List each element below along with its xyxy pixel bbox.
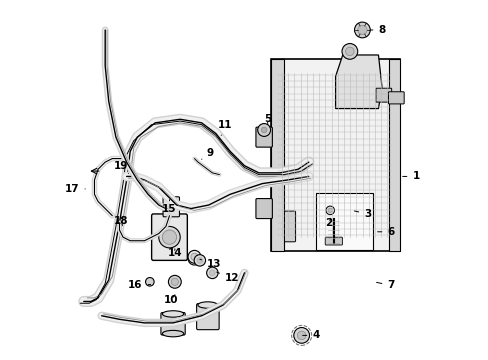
Circle shape [327,208,332,212]
Text: 14: 14 [167,248,182,258]
Bar [271,59,283,251]
Text: 19: 19 [114,161,128,174]
Polygon shape [335,55,381,109]
Ellipse shape [198,302,217,308]
Circle shape [168,275,181,288]
Circle shape [209,270,215,276]
Circle shape [297,331,305,340]
Circle shape [190,255,198,262]
Circle shape [341,44,357,59]
Circle shape [357,25,366,35]
Bar [315,193,372,249]
Circle shape [354,22,369,38]
Text: 17: 17 [65,184,85,194]
Circle shape [171,278,178,285]
FancyBboxPatch shape [325,237,342,245]
Text: 1: 1 [402,171,419,181]
Circle shape [162,230,176,244]
Text: 7: 7 [376,280,394,291]
FancyBboxPatch shape [387,92,404,104]
FancyBboxPatch shape [284,211,295,242]
Text: 3: 3 [354,209,371,219]
Circle shape [188,250,201,263]
Circle shape [261,127,266,133]
FancyBboxPatch shape [255,127,272,147]
Circle shape [293,328,309,343]
Text: 18: 18 [114,216,128,226]
Circle shape [325,206,334,215]
Circle shape [159,226,180,248]
Ellipse shape [162,311,183,317]
FancyBboxPatch shape [161,312,185,335]
Text: 11: 11 [217,120,232,135]
Text: 5: 5 [264,114,271,125]
FancyArrow shape [148,278,151,285]
Circle shape [206,267,218,279]
Text: 2: 2 [324,218,331,228]
Text: 9: 9 [201,148,214,159]
Text: 16: 16 [128,280,150,291]
Text: 13: 13 [200,259,221,269]
Circle shape [197,257,203,263]
Circle shape [145,278,154,286]
Circle shape [190,253,198,260]
Text: 12: 12 [216,272,239,283]
Bar [388,59,399,251]
Ellipse shape [162,330,183,337]
FancyBboxPatch shape [151,214,187,260]
Text: 8: 8 [370,25,385,35]
FancyBboxPatch shape [163,197,179,217]
FancyBboxPatch shape [255,199,272,219]
Circle shape [257,123,270,136]
Circle shape [194,255,205,266]
Circle shape [188,252,201,265]
Text: 6: 6 [377,227,394,237]
Text: 15: 15 [162,200,176,213]
Text: 10: 10 [163,295,178,305]
Text: 4: 4 [302,330,319,341]
FancyBboxPatch shape [196,303,219,330]
Bar [271,59,399,251]
Circle shape [345,47,353,56]
FancyBboxPatch shape [375,88,391,102]
